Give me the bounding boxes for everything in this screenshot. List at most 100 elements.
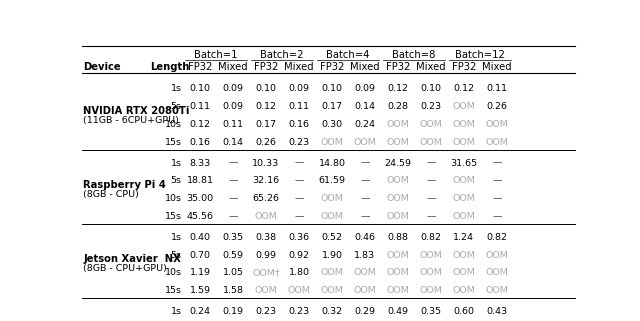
Text: 45.56: 45.56 bbox=[186, 212, 214, 221]
Text: —: — bbox=[294, 159, 304, 168]
Text: —: — bbox=[360, 159, 370, 168]
Text: OOM: OOM bbox=[255, 286, 277, 295]
Text: 0.19: 0.19 bbox=[223, 307, 243, 316]
Text: —: — bbox=[492, 212, 502, 221]
Text: 0.35: 0.35 bbox=[420, 307, 442, 316]
Text: OOM: OOM bbox=[387, 120, 410, 129]
Text: 0.23: 0.23 bbox=[289, 138, 310, 147]
Text: 0.09: 0.09 bbox=[289, 84, 310, 93]
Text: 15s: 15s bbox=[164, 286, 182, 295]
Text: 10s: 10s bbox=[164, 120, 182, 129]
Text: —: — bbox=[294, 177, 304, 186]
Text: 0.12: 0.12 bbox=[255, 102, 276, 111]
Text: 0.11: 0.11 bbox=[223, 120, 243, 129]
Text: Mixed: Mixed bbox=[284, 62, 314, 72]
Text: OOM: OOM bbox=[419, 268, 442, 277]
Text: 0.88: 0.88 bbox=[387, 233, 408, 242]
Text: (11GB - 6CPU+GPU): (11GB - 6CPU+GPU) bbox=[83, 116, 179, 125]
Text: —: — bbox=[360, 212, 370, 221]
Text: (8GB - CPU+GPU): (8GB - CPU+GPU) bbox=[83, 265, 167, 273]
Text: 24.59: 24.59 bbox=[385, 159, 412, 168]
Text: 1.83: 1.83 bbox=[355, 251, 376, 260]
Text: 0.82: 0.82 bbox=[420, 233, 442, 242]
Text: 0.14: 0.14 bbox=[223, 138, 243, 147]
Text: 0.24: 0.24 bbox=[189, 307, 211, 316]
Text: FP32: FP32 bbox=[452, 62, 476, 72]
Text: OOM: OOM bbox=[419, 138, 442, 147]
Text: Batch=2: Batch=2 bbox=[260, 49, 303, 60]
Text: 1.59: 1.59 bbox=[189, 286, 211, 295]
Text: 0.29: 0.29 bbox=[355, 307, 376, 316]
Text: 65.26: 65.26 bbox=[253, 194, 280, 203]
Text: 0.10: 0.10 bbox=[189, 84, 211, 93]
Text: OOM: OOM bbox=[419, 286, 442, 295]
Text: 0.30: 0.30 bbox=[321, 120, 342, 129]
Text: 0.10: 0.10 bbox=[321, 84, 342, 93]
Text: OOM: OOM bbox=[452, 268, 476, 277]
Text: 1.90: 1.90 bbox=[321, 251, 342, 260]
Text: 1.58: 1.58 bbox=[223, 286, 243, 295]
Text: OOM: OOM bbox=[387, 251, 410, 260]
Text: 0.26: 0.26 bbox=[255, 138, 276, 147]
Text: 0.24: 0.24 bbox=[355, 120, 376, 129]
Text: OOM: OOM bbox=[387, 177, 410, 186]
Text: OOM: OOM bbox=[486, 268, 508, 277]
Text: OOM: OOM bbox=[419, 120, 442, 129]
Text: —: — bbox=[426, 177, 436, 186]
Text: Length: Length bbox=[150, 62, 189, 72]
Text: OOM: OOM bbox=[387, 212, 410, 221]
Text: 0.10: 0.10 bbox=[255, 84, 276, 93]
Text: OOM: OOM bbox=[321, 212, 344, 221]
Text: —: — bbox=[228, 177, 238, 186]
Text: 0.12: 0.12 bbox=[387, 84, 408, 93]
Text: OOM: OOM bbox=[353, 268, 376, 277]
Text: (8GB - CPU): (8GB - CPU) bbox=[83, 190, 140, 199]
Text: Mixed: Mixed bbox=[416, 62, 445, 72]
Text: 0.09: 0.09 bbox=[223, 102, 243, 111]
Text: 10s: 10s bbox=[164, 268, 182, 277]
Text: —: — bbox=[426, 212, 436, 221]
Text: —: — bbox=[294, 212, 304, 221]
Text: 0.60: 0.60 bbox=[453, 307, 474, 316]
Text: Jetson Xavier  NX: Jetson Xavier NX bbox=[83, 254, 181, 264]
Text: OOM: OOM bbox=[255, 212, 277, 221]
Text: 0.32: 0.32 bbox=[321, 307, 342, 316]
Text: —: — bbox=[492, 159, 502, 168]
Text: 1s: 1s bbox=[171, 84, 182, 93]
Text: 0.17: 0.17 bbox=[255, 120, 276, 129]
Text: OOM†: OOM† bbox=[252, 268, 280, 277]
Text: 0.52: 0.52 bbox=[321, 233, 342, 242]
Text: 1s: 1s bbox=[171, 233, 182, 242]
Text: OOM: OOM bbox=[387, 194, 410, 203]
Text: 0.99: 0.99 bbox=[255, 251, 276, 260]
Text: OOM: OOM bbox=[452, 212, 476, 221]
Text: Mixed: Mixed bbox=[482, 62, 512, 72]
Text: 5s: 5s bbox=[171, 177, 182, 186]
Text: 0.09: 0.09 bbox=[223, 84, 243, 93]
Text: FP32: FP32 bbox=[188, 62, 212, 72]
Text: 0.92: 0.92 bbox=[289, 251, 310, 260]
Text: OOM: OOM bbox=[452, 251, 476, 260]
Text: 1s: 1s bbox=[171, 307, 182, 316]
Text: 0.12: 0.12 bbox=[453, 84, 474, 93]
Text: —: — bbox=[228, 212, 238, 221]
Text: 5s: 5s bbox=[171, 251, 182, 260]
Text: 0.49: 0.49 bbox=[387, 307, 408, 316]
Text: FP32: FP32 bbox=[320, 62, 344, 72]
Text: 1.24: 1.24 bbox=[453, 233, 474, 242]
Text: 0.26: 0.26 bbox=[486, 102, 508, 111]
Text: 0.16: 0.16 bbox=[189, 138, 211, 147]
Text: 10s: 10s bbox=[164, 194, 182, 203]
Text: 0.10: 0.10 bbox=[420, 84, 442, 93]
Text: 1.05: 1.05 bbox=[223, 268, 243, 277]
Text: 0.23: 0.23 bbox=[289, 307, 310, 316]
Text: OOM: OOM bbox=[452, 286, 476, 295]
Text: —: — bbox=[492, 177, 502, 186]
Text: —: — bbox=[228, 194, 238, 203]
Text: 1.19: 1.19 bbox=[189, 268, 211, 277]
Text: OOM: OOM bbox=[321, 286, 344, 295]
Text: 35.00: 35.00 bbox=[186, 194, 214, 203]
Text: OOM: OOM bbox=[486, 286, 508, 295]
Text: OOM: OOM bbox=[452, 120, 476, 129]
Text: OOM: OOM bbox=[486, 251, 508, 260]
